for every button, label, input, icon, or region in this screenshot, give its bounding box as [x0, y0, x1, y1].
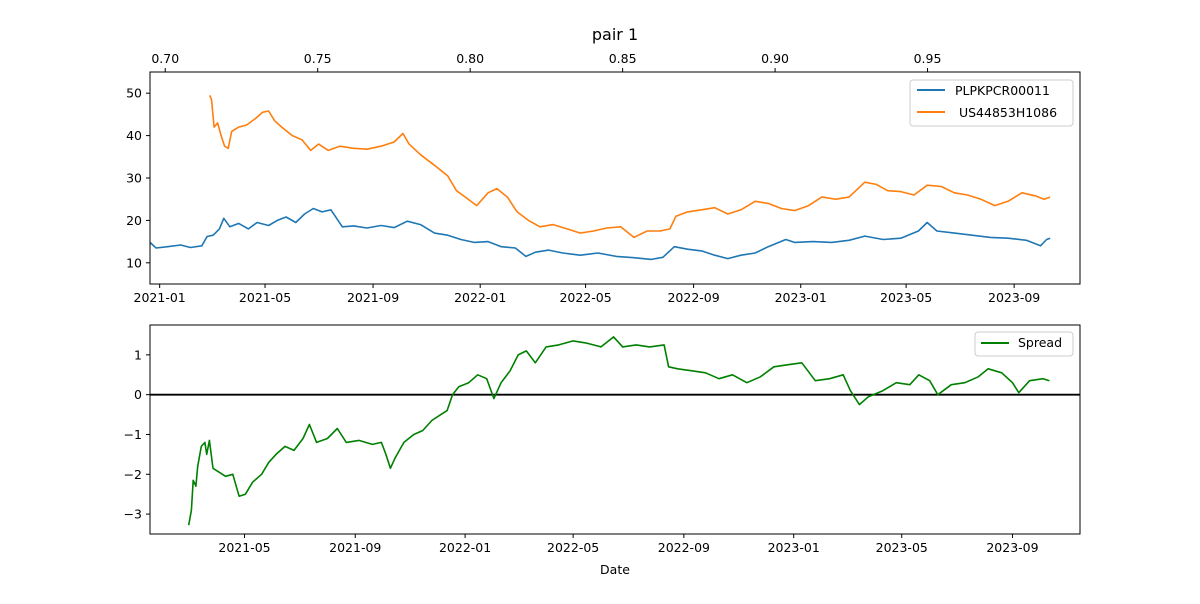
top-x-tick-label: 0.90	[761, 51, 789, 66]
top-x-tick-label: 0.70	[151, 51, 179, 66]
x-tick-label: 2023-01	[768, 540, 820, 555]
series-line-us44853h1086	[208, 94, 1051, 239]
legend-label-spread: Spread	[1018, 335, 1062, 350]
spread-series-group	[187, 336, 1050, 526]
y-tick-label: −1	[124, 427, 142, 442]
legend-label-plpkpcr00011: PLPKPCR00011	[955, 83, 1050, 98]
x-tick-label: 2021-05	[218, 540, 270, 555]
y-tick-label: 0	[134, 387, 142, 402]
y-tick-label: 20	[126, 213, 142, 228]
x-tick-label: 2022-05	[559, 290, 611, 305]
top-x-tick-label: 0.80	[456, 51, 484, 66]
prices-axes-frame	[149, 71, 1081, 285]
x-tick-label: 2022-01	[439, 540, 491, 555]
x-tick-label: 2021-05	[239, 290, 291, 305]
series-line-spread	[187, 336, 1050, 526]
x-tick-label: 2022-09	[658, 540, 710, 555]
spread-x-ticks: 2021-05 2021-09 2022-01 2022-05 2022-09 2023-…	[218, 534, 1039, 555]
prices-legend: PLPKPCR00011 US44853H1086	[909, 79, 1074, 127]
chart-title: pair 1	[592, 25, 638, 44]
y-tick-label: −3	[124, 507, 142, 522]
x-tick-label: 2023-09	[986, 540, 1038, 555]
y-tick-label: 10	[126, 255, 142, 270]
top-x-tick-label: 0.85	[609, 51, 637, 66]
series-line-plpkpcr00011	[149, 207, 1051, 261]
y-tick-label: 40	[126, 128, 142, 143]
x-tick-label: 2021-01	[134, 290, 186, 305]
x-tick-label: 2023-09	[988, 290, 1040, 305]
spread-legend-box	[974, 331, 1074, 357]
prices-series-group	[149, 94, 1051, 261]
prices-x-ticks: 2021-01 2021-05 2021-09 2022-01 2022-05 2022-…	[134, 284, 1040, 305]
x-tick-label: 2023-01	[775, 290, 827, 305]
prices-y-ticks: 10 20 30 40 50	[126, 86, 150, 270]
top-x-tick-label: 0.95	[914, 51, 942, 66]
x-tick-label: 2022-05	[547, 540, 599, 555]
x-tick-label: 2023-05	[880, 290, 932, 305]
spread-y-ticks: −3 −2 −1 0 1	[124, 347, 150, 522]
prices-panel: pair 1 2021-01 2021-05 2021-09 2022-01 2022-…	[126, 25, 1081, 305]
x-axis-label: Date	[600, 562, 630, 577]
x-tick-label: 2021-09	[329, 540, 381, 555]
prices-top-axis-ticks: 0.70 0.75 0.80 0.85 0.90 0.95	[151, 51, 941, 72]
x-tick-label: 2022-01	[454, 290, 506, 305]
spread-legend: Spread	[974, 331, 1074, 357]
top-x-tick-label: 0.75	[304, 51, 332, 66]
spread-axes-frame	[149, 324, 1081, 535]
y-tick-label: 50	[126, 86, 142, 101]
prices-legend-box	[909, 79, 1074, 127]
x-tick-label: 2021-09	[347, 290, 399, 305]
x-tick-label: 2023-05	[876, 540, 928, 555]
y-tick-label: 30	[126, 171, 142, 186]
y-tick-label: 1	[134, 347, 142, 362]
x-tick-label: 2022-09	[667, 290, 719, 305]
legend-label-us44853h1086: US44853H1086	[955, 105, 1057, 120]
spread-panel: 2021-05 2021-09 2022-01 2022-05 2022-09 2023-…	[124, 324, 1081, 577]
y-tick-label: −2	[124, 467, 142, 482]
